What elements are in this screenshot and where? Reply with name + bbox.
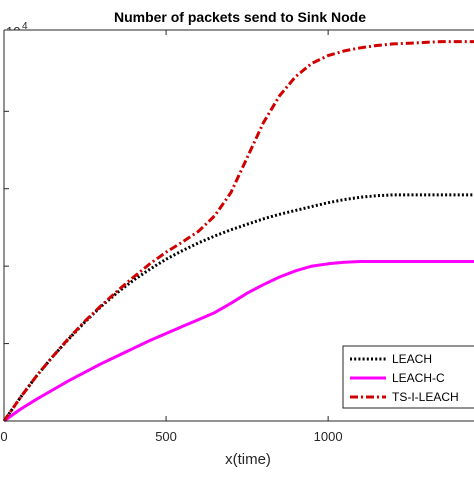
- series-line-leach: [2, 193, 474, 422]
- x-tick-label: 500: [155, 429, 177, 444]
- series-line-ts-i-leach: [2, 40, 474, 422]
- legend-label-leach: LEACH: [392, 352, 432, 366]
- series-line-leach-c: [3, 260, 474, 423]
- axes: 0 500 1000: [0, 29, 474, 444]
- legend: LEACH LEACH-C TS-I-LEACH: [342, 345, 474, 409]
- y-exponent-power: 4: [22, 21, 28, 32]
- chart-title: Number of packets send to Sink Node: [114, 9, 366, 25]
- series-group: [2, 40, 474, 423]
- x-axis-label: x(time): [225, 451, 271, 468]
- legend-label-ts-i-leach: TS-I-LEACH: [392, 390, 459, 404]
- x-tick-label: 1000: [314, 429, 343, 444]
- legend-label-leach-c: LEACH-C: [392, 371, 445, 385]
- x-tick-label: 0: [0, 429, 7, 444]
